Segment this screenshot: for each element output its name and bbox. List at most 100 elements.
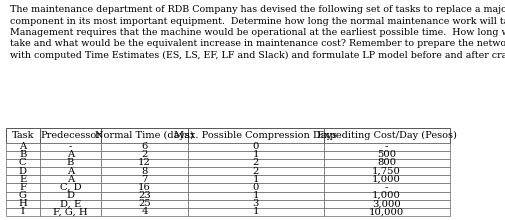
Bar [6,143,39,151]
Text: A: A [67,175,74,184]
Bar [187,159,323,167]
Bar [187,167,323,175]
Bar [323,128,449,143]
Text: Management requires that the machine would be operational at the earliest possib: Management requires that the machine wou… [10,28,505,37]
Text: 1: 1 [252,150,259,159]
Text: take and what would be the equivalent increase in maintenance cost? Remember to : take and what would be the equivalent in… [10,40,505,48]
Bar [39,167,101,175]
Text: 0: 0 [252,183,259,192]
Bar [323,159,449,167]
Text: 2: 2 [141,150,147,159]
Bar [323,151,449,159]
Text: component in its most important equipment.  Determine how long the normal mainte: component in its most important equipmen… [10,16,505,26]
Text: 3: 3 [252,199,259,208]
Text: B: B [19,150,26,159]
Text: 6: 6 [141,142,147,151]
Bar [323,167,449,175]
Bar [6,208,39,216]
Text: G: G [19,191,27,200]
Text: 1,000: 1,000 [372,191,400,200]
Bar [101,159,187,167]
Bar [6,128,39,143]
Text: 10,000: 10,000 [368,207,403,216]
Bar [39,175,101,183]
Text: -: - [384,142,387,151]
Text: F: F [19,183,26,192]
Text: D: D [19,167,27,176]
Text: F, G, H: F, G, H [53,207,87,216]
Bar [101,151,187,159]
Bar [187,128,323,143]
Text: -: - [384,183,387,192]
Text: 23: 23 [138,191,150,200]
Text: 2: 2 [252,158,259,167]
Text: 500: 500 [376,150,395,159]
Text: 1: 1 [252,207,259,216]
Bar [39,200,101,208]
Bar [39,128,101,143]
Text: H: H [18,199,27,208]
Bar [39,208,101,216]
Text: 7: 7 [141,175,147,184]
Text: B: B [67,158,74,167]
Text: -: - [69,142,72,151]
Bar [39,183,101,191]
Bar [101,200,187,208]
Bar [187,143,323,151]
Text: 1,750: 1,750 [372,167,400,176]
Text: 1,000: 1,000 [372,175,400,184]
Text: A: A [19,142,26,151]
Text: 1: 1 [252,191,259,200]
Text: Expediting Cost/Day (Pesos): Expediting Cost/Day (Pesos) [316,131,456,140]
Bar [323,191,449,200]
Text: C, D: C, D [60,183,81,192]
Bar [187,183,323,191]
Bar [39,159,101,167]
Bar [6,167,39,175]
Bar [101,208,187,216]
Text: with computed Time Estimates (ES, LS, EF, LF and Slack) and formulate LP model b: with computed Time Estimates (ES, LS, EF… [10,51,505,60]
Text: 16: 16 [138,183,150,192]
Text: A: A [67,167,74,176]
Bar [323,200,449,208]
Text: A: A [67,150,74,159]
Text: Max. Possible Compression Days: Max. Possible Compression Days [174,131,336,140]
Text: D: D [66,191,74,200]
Text: E: E [19,175,26,184]
Bar [187,191,323,200]
Bar [101,175,187,183]
Bar [6,151,39,159]
Bar [187,208,323,216]
Bar [39,191,101,200]
Text: 1: 1 [252,175,259,184]
Text: 2: 2 [252,167,259,176]
Bar [6,159,39,167]
Text: Predecessor: Predecessor [40,131,101,140]
Text: The maintenance department of RDB Company has devised the following set of tasks: The maintenance department of RDB Compan… [10,5,505,14]
Text: I: I [21,207,25,216]
Bar [323,208,449,216]
Bar [187,175,323,183]
Bar [6,191,39,200]
Text: C: C [19,158,27,167]
Text: 800: 800 [376,158,395,167]
Bar [6,200,39,208]
Bar [187,151,323,159]
Text: D, E: D, E [60,199,81,208]
Bar [323,183,449,191]
Text: 25: 25 [138,199,150,208]
Text: 12: 12 [138,158,150,167]
Bar [6,183,39,191]
Text: 3,000: 3,000 [372,199,400,208]
Bar [101,128,187,143]
Bar [39,143,101,151]
Bar [187,200,323,208]
Bar [6,175,39,183]
Bar [101,191,187,200]
Text: 0: 0 [252,142,259,151]
Bar [101,167,187,175]
Bar [323,143,449,151]
Bar [39,151,101,159]
Text: 8: 8 [141,167,147,176]
Bar [101,183,187,191]
